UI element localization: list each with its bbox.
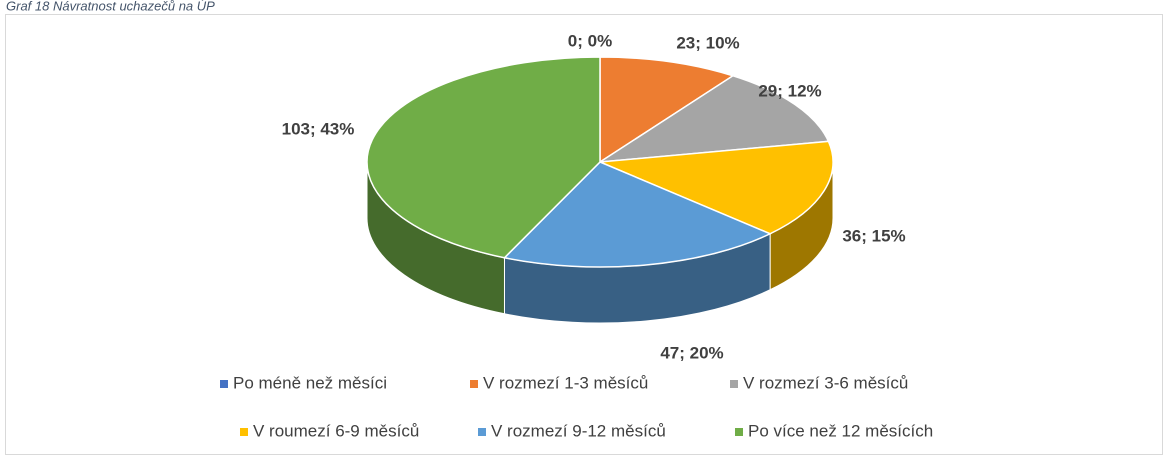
pie-slice [599,140,834,235]
legend-swatch [240,428,248,436]
legend-label: V roumezí 6-9 měsíců [253,421,419,440]
pie-slice [366,56,601,259]
data-label: 23; 10% [676,33,739,52]
pie-slice [599,74,830,163]
chart-title: Graf 18 Návratnost uchazečů na ÚP [6,0,215,13]
legend-swatch [735,428,743,436]
data-label: 0; 0% [568,31,612,50]
data-label: 36; 15% [842,226,905,245]
data-label: 29; 12% [758,81,821,100]
legend-swatch [730,380,738,388]
legend-swatch [478,428,486,436]
legend-swatch [470,380,478,388]
legend-label: V rozmezí 1-3 měsíců [483,373,648,392]
pie-slice [599,56,735,164]
data-label: 47; 20% [660,343,723,362]
legend-label: V rozmezí 3-6 měsíců [743,373,908,392]
legend-swatch [220,380,228,388]
pie-slice [502,161,772,268]
legend-label: V rozmezí 9-12 měsíců [491,421,666,440]
legend-label: Po více než 12 měsících [748,421,933,440]
data-label: 103; 43% [282,119,355,138]
legend-label: Po méně než měsíci [233,373,387,392]
